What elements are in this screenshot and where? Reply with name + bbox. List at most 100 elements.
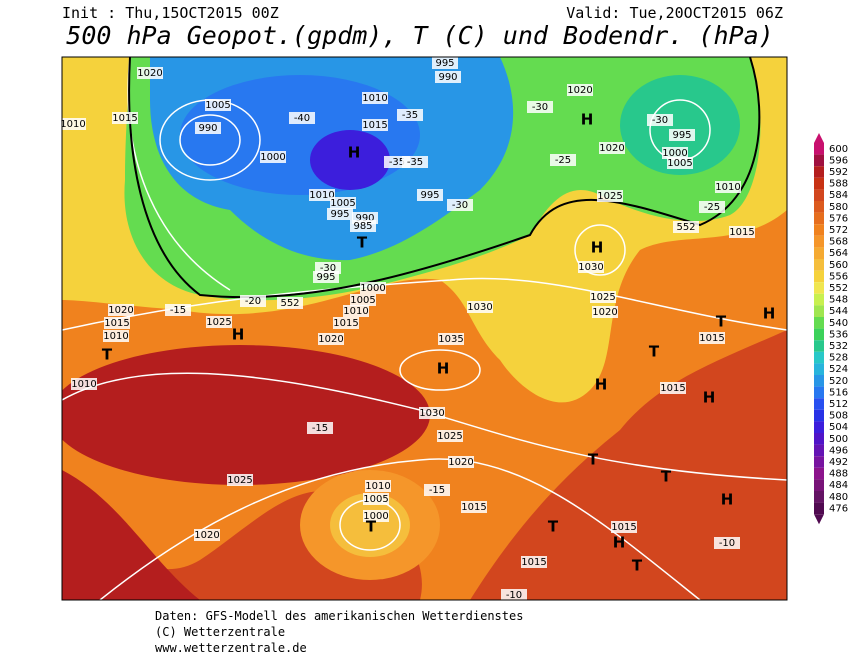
legend-label: 580 [829, 202, 848, 213]
pressure-center: H [591, 239, 604, 257]
label-box [592, 306, 618, 318]
pressure-center: T [366, 518, 377, 536]
isoline-label: 1015 [521, 557, 546, 568]
pressure-center: H [703, 389, 716, 407]
legend-swatch [814, 444, 824, 457]
legend-swatch [814, 224, 824, 236]
isoline-label: 1025 [437, 431, 462, 442]
legend-label: 540 [829, 318, 848, 329]
pressure-center: H [595, 376, 608, 394]
footer-line: Daten: GFS-Modell des amerikanischen Wet… [155, 609, 523, 623]
legend-label: 564 [829, 248, 848, 259]
isoline-label: 995 [330, 209, 349, 220]
legend-swatch [814, 259, 824, 271]
isoline-label: 990 [438, 72, 457, 83]
isoline-label: 1010 [309, 190, 334, 201]
legend-swatch [814, 398, 824, 410]
isoline-label: 1020 [194, 530, 219, 541]
legend-swatch [814, 201, 824, 213]
isoline-label: 995 [420, 190, 439, 201]
legend-swatch [814, 467, 824, 480]
isoline-label: 985 [353, 221, 372, 232]
label-box [419, 407, 445, 419]
legend-swatch [814, 433, 824, 445]
label-box [289, 112, 315, 124]
isoline-label: -30 [532, 102, 548, 113]
legend-arrow [814, 133, 824, 143]
label-box [333, 317, 359, 329]
legend-swatch [814, 247, 824, 259]
isoline-label: -40 [294, 113, 310, 124]
isoline-label: -35 [389, 157, 405, 168]
isoline-label: 1020 [137, 68, 162, 79]
label-box [467, 301, 493, 313]
label-box [277, 297, 303, 309]
isoline-label: 1015 [104, 318, 129, 329]
isoline-label: 1020 [567, 85, 592, 96]
legend-swatch [814, 491, 824, 503]
label-box [307, 422, 333, 434]
isoline-label: 1015 [461, 502, 486, 513]
label-box [165, 304, 191, 316]
isoline-label: 1020 [599, 143, 624, 154]
legend-label: 524 [829, 364, 848, 375]
legend-label: 528 [829, 353, 848, 364]
isoline-label: 1010 [362, 93, 387, 104]
legend-label: 568 [829, 237, 848, 248]
legend-swatch [814, 235, 824, 248]
label-box [714, 537, 740, 549]
isoline-label: 1015 [729, 227, 754, 238]
legend-swatch [814, 363, 824, 375]
legend-label: 576 [829, 213, 848, 224]
label-box [611, 521, 637, 533]
pressure-center: T [102, 346, 113, 364]
pressure-center: H [763, 305, 776, 323]
isoline-label: 1005 [350, 295, 375, 306]
isoline-label: 1025 [590, 292, 615, 303]
isoline-label: 1015 [660, 383, 685, 394]
isoline-label: 1020 [318, 334, 343, 345]
label-box [699, 201, 725, 213]
legend-swatch [814, 502, 824, 515]
isoline-label: -35 [407, 157, 423, 168]
label-box [567, 84, 593, 96]
label-box [402, 156, 428, 168]
legend-swatch [814, 328, 824, 341]
label-box [194, 529, 220, 541]
label-box [108, 304, 134, 316]
label-box [550, 154, 576, 166]
legend-swatch [814, 409, 824, 422]
legend-label: 560 [829, 260, 848, 271]
legend-label: 512 [829, 399, 848, 410]
legend-label: 544 [829, 306, 848, 317]
isoline-label: -10 [506, 590, 522, 601]
pressure-center: T [649, 343, 660, 361]
label-box [438, 333, 464, 345]
legend-swatch [814, 166, 824, 178]
map-title: 500 hPa Geopot.(gpdm), T (C) und Bodendr… [66, 21, 773, 50]
label-box [240, 295, 266, 307]
isoline-label: 552 [280, 298, 299, 309]
isoline-label: 1005 [205, 100, 230, 111]
isoline-label: 1005 [330, 198, 355, 209]
legend-swatch [814, 340, 824, 352]
legend-label: 584 [829, 190, 848, 201]
legend-label: 496 [829, 445, 848, 456]
legend-label: 600 [829, 144, 848, 155]
init-time: Init : Thu,15OCT2015 00Z [62, 4, 279, 22]
label-box [448, 456, 474, 468]
pressure-center: T [716, 313, 727, 331]
label-box [103, 330, 129, 342]
legend-swatch [814, 143, 824, 155]
legend-swatch [814, 351, 824, 364]
isoline-label: 1030 [467, 302, 492, 313]
isoline-label: -15 [312, 423, 328, 434]
legend-arrow [814, 514, 824, 525]
label-box [669, 129, 695, 141]
legend-label: 492 [829, 457, 848, 468]
legend-label: 500 [829, 434, 848, 445]
legend-label: 488 [829, 469, 848, 480]
legend-label: 516 [829, 387, 848, 398]
pressure-center: T [588, 451, 599, 469]
footer-line: (C) Wetterzentrale [155, 625, 285, 639]
